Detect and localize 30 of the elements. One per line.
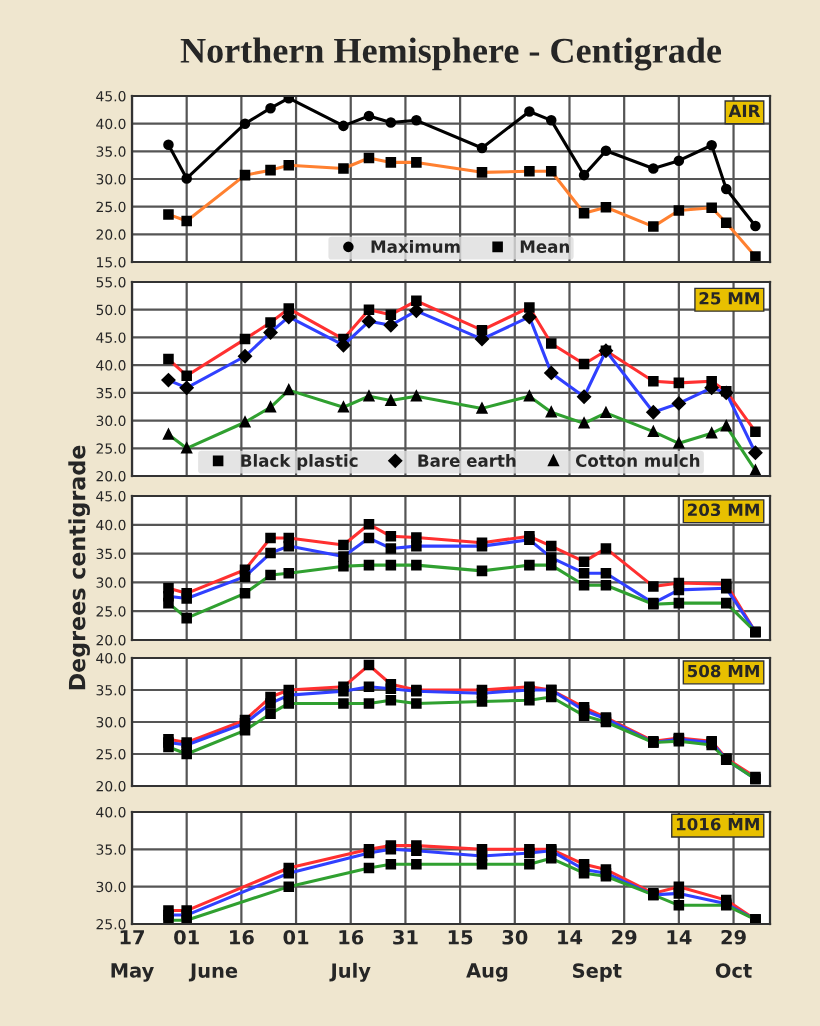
x-tick-label: 29 (612, 929, 637, 945)
chart-title: Northern Hemisphere - Centigrade (180, 37, 722, 71)
x-tick-label: 31 (393, 929, 418, 945)
text: Aug (466, 963, 508, 982)
x-tick-label: 16 (339, 929, 364, 945)
text: Sept (573, 963, 622, 982)
annotation: AIR (728, 104, 761, 117)
text: Oct (715, 963, 752, 978)
x-tick-label: 15 (448, 930, 473, 945)
annotation: 1016 MM (676, 817, 759, 831)
legend-label: Black plastic (241, 454, 358, 471)
x-tick-label: 29 (721, 929, 746, 945)
x-tick-label: 30 (502, 929, 528, 945)
x-tick-label: 01 (283, 929, 309, 945)
x-tick-label: 01 (174, 929, 199, 945)
text: June (188, 963, 238, 982)
x-tick-label: 14 (667, 930, 692, 945)
annotation: 25 MM (699, 291, 759, 305)
legend-label: Bare earth (418, 454, 516, 467)
annotation: 203 MM (687, 503, 759, 517)
legend-label: Mean (520, 240, 569, 253)
x-tick-label: 17 (120, 930, 144, 945)
annotation: 508 MM (687, 664, 759, 678)
y-axis-title: Degrees centigrade (68, 445, 90, 690)
text: July (329, 962, 371, 982)
text: May (111, 963, 154, 982)
legend-label: Maximum (371, 240, 460, 253)
x-tick-label: 14 (558, 930, 583, 945)
x-tick-label: 16 (230, 929, 254, 945)
legend-label: Cotton mulch (575, 454, 700, 467)
